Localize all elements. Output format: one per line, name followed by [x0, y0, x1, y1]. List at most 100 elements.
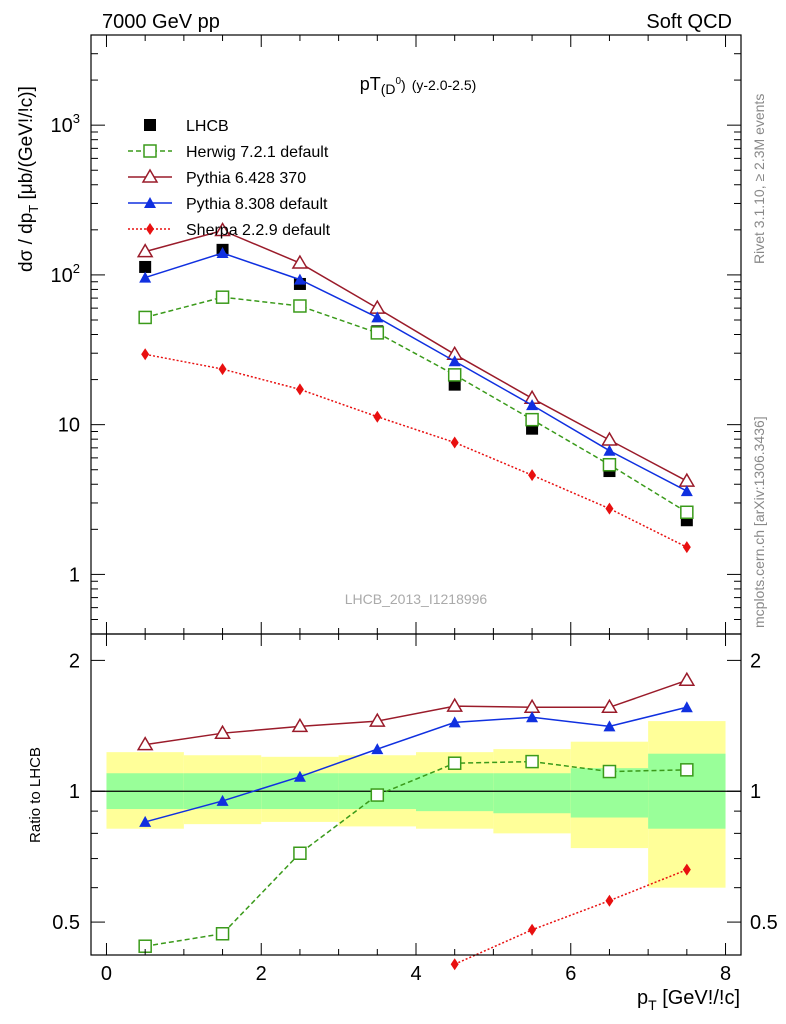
y-tick-label: 102 — [51, 261, 80, 287]
marker-triangle — [144, 197, 156, 208]
marker-open-square — [370, 326, 385, 340]
marker-open-square — [293, 846, 307, 860]
marker-triangle — [526, 711, 539, 723]
series-line — [454, 868, 688, 965]
y-tick-label: 10 — [58, 415, 80, 437]
x-tick-label: 0 — [101, 963, 112, 985]
marker-triangle — [139, 815, 152, 827]
marker-open-square — [680, 505, 694, 520]
marker-open-square — [215, 927, 230, 941]
marker-open-triangle — [369, 712, 386, 727]
marker-triangle — [293, 770, 306, 782]
marker-triangle — [680, 485, 693, 497]
marker-open-square — [447, 368, 462, 382]
x-tick-label: 8 — [720, 963, 731, 985]
rivet-label: Rivet 3.1.10, ≥ 2.3M events — [751, 94, 767, 264]
marker-triangle — [139, 271, 152, 283]
marker-open-square — [138, 310, 152, 325]
mcplots-label: mcplots.cern.ch [arXiv:1306.3436] — [751, 416, 767, 628]
legend-label: Pythia 6.428 370 — [186, 170, 306, 187]
legend: LHCB Herwig 7.2.1 default Pythia 6.428 370… — [128, 118, 331, 239]
marker-open-square — [525, 754, 539, 769]
marker-diamond — [682, 541, 691, 554]
marker-square — [448, 378, 461, 391]
series-line — [144, 229, 688, 482]
marker-open-triangle — [523, 698, 541, 714]
marker-open-square — [215, 290, 230, 304]
marker-diamond — [450, 436, 459, 449]
marker-diamond — [605, 502, 614, 515]
marker-triangle — [371, 743, 384, 755]
y-axis-label-top: dσ / dpT [μb/(GeV!/!c)] — [16, 86, 41, 272]
y-tick-label: 103 — [51, 111, 80, 137]
marker-diamond — [373, 410, 382, 423]
marker-open-triangle — [136, 243, 154, 258]
marker-open-triangle — [446, 697, 463, 712]
x-tick-label: 2 — [256, 963, 267, 985]
marker-open-triangle — [369, 299, 386, 314]
x-axis-label: pT [GeV!/!c] — [637, 987, 740, 1013]
header-right: Soft QCD — [646, 11, 732, 33]
ratio-y-tick-label-right: 1 — [750, 781, 761, 803]
series-line — [144, 252, 688, 492]
y-axis-label-ratio: Ratio to LHCB — [27, 747, 44, 843]
watermark: LHCB_2013_I1218996 — [345, 591, 488, 607]
marker-open-square — [447, 756, 462, 770]
legend-label: LHCB — [186, 118, 229, 135]
marker-open-triangle — [678, 472, 696, 487]
marker-open-triangle — [291, 254, 309, 269]
main-title: pT(D0) (y-2.0-2.5) — [360, 74, 477, 97]
marker-diamond — [450, 958, 459, 971]
y-tick-label: 1 — [69, 564, 80, 586]
marker-square — [139, 260, 152, 273]
ratio-y-tick-label-right: 2 — [750, 650, 761, 672]
band-stat — [416, 773, 494, 812]
marker-open-triangle — [678, 671, 696, 687]
marker-open-triangle — [136, 736, 154, 751]
marker-open-square — [602, 457, 617, 472]
ratio-y-tick-label-left: 1 — [69, 781, 80, 803]
marker-triangle — [293, 273, 306, 285]
marker-diamond — [528, 469, 537, 482]
marker-triangle — [216, 794, 229, 806]
marker-open-square — [680, 763, 694, 777]
ratio-plot-layer — [91, 671, 741, 971]
marker-triangle — [216, 247, 229, 259]
marker-triangle — [371, 311, 384, 323]
legend-label: Pythia 8.308 default — [186, 196, 328, 213]
marker-open-square — [525, 412, 539, 427]
x-tick-label: 4 — [410, 963, 421, 985]
marker-open-triangle — [214, 724, 231, 739]
marker-open-triangle — [141, 168, 159, 183]
marker-diamond — [528, 923, 537, 936]
marker-open-square — [143, 144, 157, 158]
series-line — [145, 760, 687, 947]
header-left: 7000 GeV pp — [102, 11, 220, 33]
legend-label: Sherpa 2.2.9 default — [186, 222, 331, 239]
marker-triangle — [603, 720, 616, 732]
marker-diamond — [141, 348, 150, 361]
marker-triangle — [448, 716, 461, 728]
marker-diamond — [146, 223, 154, 235]
marker-square — [144, 119, 156, 131]
series-line — [145, 679, 688, 746]
marker-triangle — [680, 701, 693, 713]
ratio-y-tick-label-left: 0.5 — [52, 912, 80, 934]
series-line — [144, 296, 688, 513]
marker-diamond — [605, 894, 614, 907]
top-plot-data — [136, 221, 696, 554]
marker-triangle — [603, 444, 616, 456]
marker-open-triangle — [214, 221, 231, 237]
marker-open-square — [293, 299, 307, 313]
marker-diamond — [295, 383, 304, 396]
band-stat — [493, 773, 571, 814]
series-line — [144, 706, 688, 823]
legend-label: Herwig 7.2.1 default — [186, 144, 329, 161]
x-tick-label: 6 — [565, 963, 576, 985]
marker-open-triangle — [291, 717, 309, 733]
marker-triangle — [526, 399, 539, 411]
marker-triangle — [448, 355, 461, 367]
marker-diamond — [682, 863, 691, 876]
ratio-y-tick-label-right: 0.5 — [750, 912, 778, 934]
